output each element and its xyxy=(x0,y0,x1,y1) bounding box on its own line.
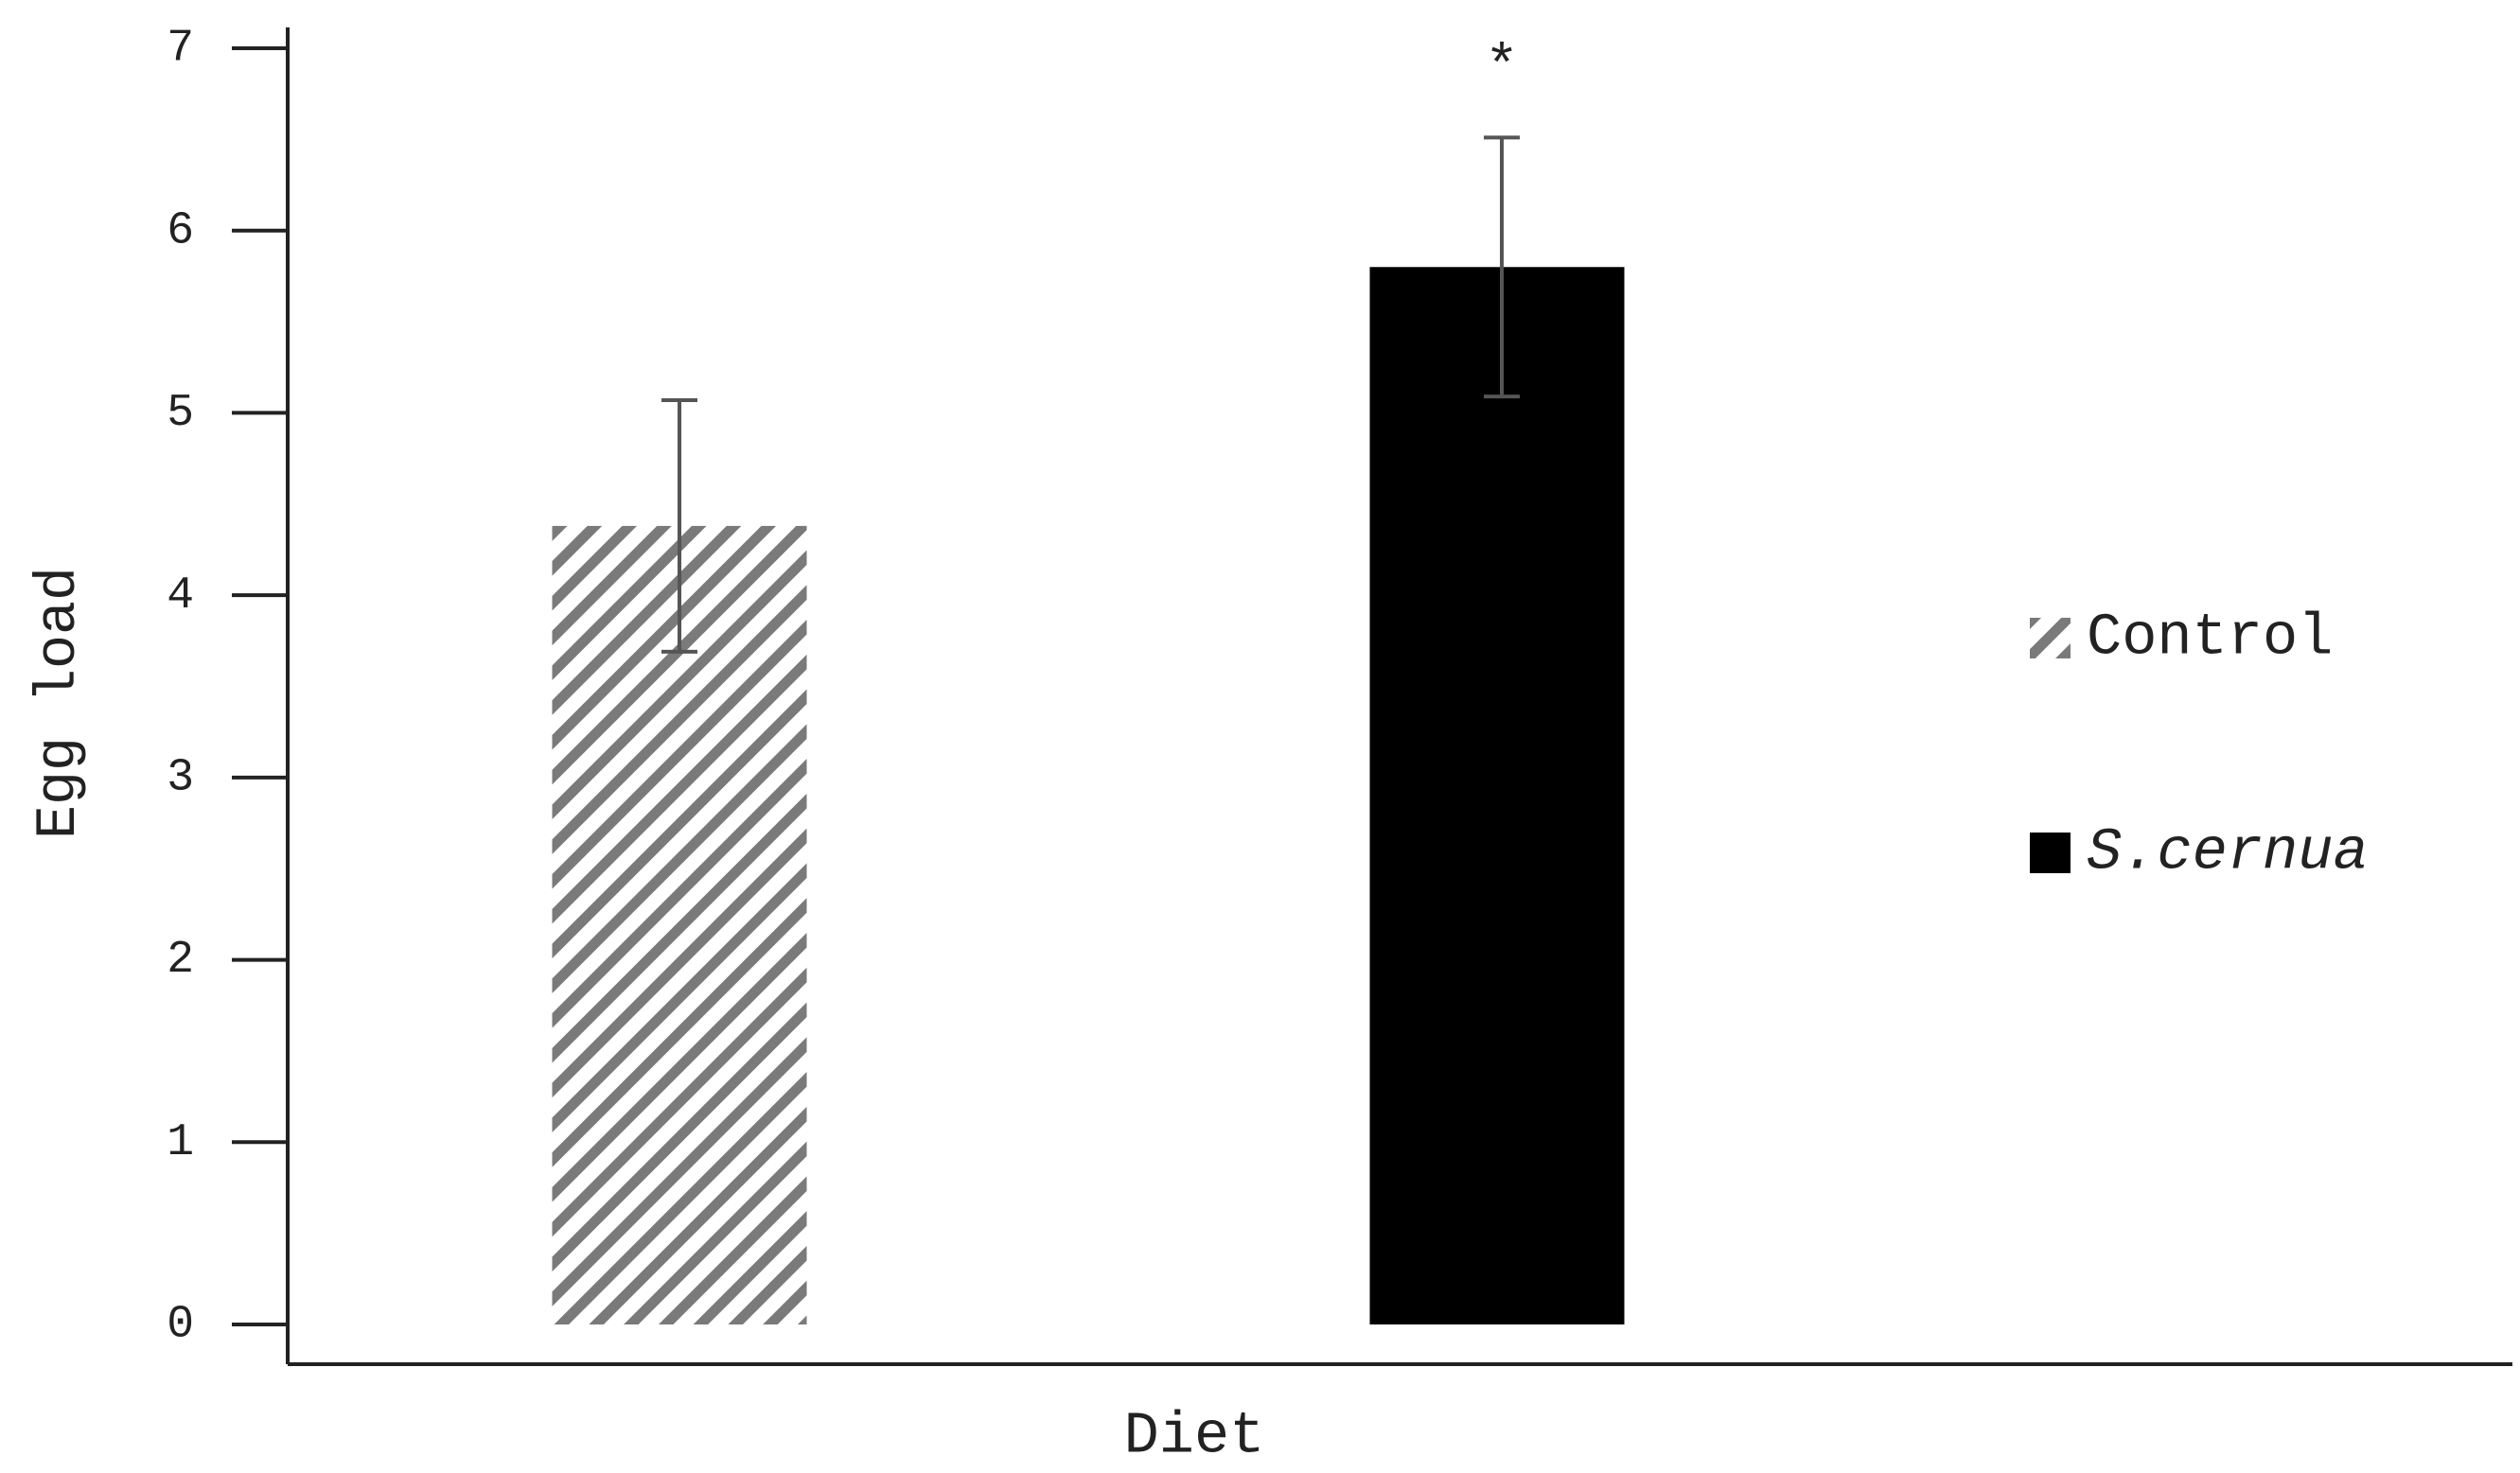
legend-label: S.cernua xyxy=(2087,818,2369,886)
y-tick-label: 0 xyxy=(167,1300,194,1351)
legend-swatch xyxy=(2030,833,2071,873)
error-bar xyxy=(1484,135,1520,399)
y-tick-label: 5 xyxy=(167,388,194,439)
y-tick-label: 3 xyxy=(167,753,194,804)
bar xyxy=(1369,267,1625,1325)
y-tick-label: 4 xyxy=(167,570,194,622)
bar xyxy=(552,525,807,1324)
y-tick-label: 1 xyxy=(167,1117,194,1168)
legend-swatch xyxy=(2030,618,2071,658)
legend-label: Control xyxy=(2087,604,2333,671)
y-tick-label: 6 xyxy=(167,205,194,256)
annotation: * xyxy=(1485,37,1519,101)
error-bar xyxy=(661,397,697,654)
y-tick-label: 2 xyxy=(167,935,194,986)
x-axis-label: Diet xyxy=(1124,1402,1265,1469)
y-tick-label: 7 xyxy=(167,24,194,75)
y-axis-label: Egg load xyxy=(27,567,92,839)
